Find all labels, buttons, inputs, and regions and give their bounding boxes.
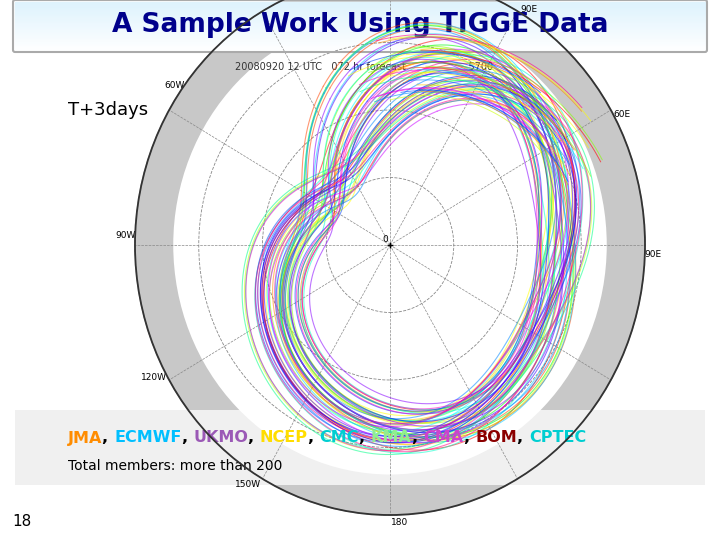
Bar: [15, 3, 705, 4]
Bar: [15, 10, 705, 11]
Text: ,: ,: [248, 430, 260, 445]
Text: 20080920 12 UTC   072 hr forecast                    5700: 20080920 12 UTC 072 hr forecast 5700: [235, 62, 493, 72]
Text: JMA: JMA: [68, 430, 102, 445]
Bar: [15, 35, 705, 36]
Text: 90W: 90W: [115, 231, 135, 240]
Bar: [15, 7, 705, 8]
Bar: [15, 33, 705, 35]
Text: 18: 18: [12, 515, 31, 530]
Bar: [15, 13, 705, 14]
Bar: [15, 45, 705, 46]
Bar: [15, 46, 705, 48]
Text: ,: ,: [308, 430, 320, 445]
Text: 60E: 60E: [613, 110, 631, 119]
Bar: [15, 16, 705, 18]
Text: ,: ,: [102, 430, 114, 445]
Bar: [15, 18, 705, 19]
Bar: [15, 43, 705, 44]
Text: T+3days: T+3days: [68, 101, 148, 119]
Bar: [15, 31, 705, 32]
Text: Total members: more than 200: Total members: more than 200: [68, 459, 282, 473]
Bar: [15, 8, 705, 9]
Text: KMA: KMA: [371, 430, 412, 445]
Bar: [15, 32, 705, 33]
Text: UKMO: UKMO: [193, 430, 248, 445]
Bar: [15, 22, 705, 24]
Bar: [15, 410, 705, 485]
Text: A Sample Work Using TIGGE Data: A Sample Work Using TIGGE Data: [112, 12, 608, 38]
Text: 90E: 90E: [644, 250, 662, 259]
Bar: [15, 4, 705, 5]
Text: ECMWF: ECMWF: [114, 430, 181, 445]
Bar: [15, 48, 705, 49]
Text: ,: ,: [517, 430, 528, 445]
Text: ,: ,: [181, 430, 193, 445]
Ellipse shape: [270, 117, 550, 414]
Bar: [15, 26, 705, 27]
Text: ,: ,: [359, 430, 371, 445]
Bar: [15, 20, 705, 21]
Text: CMC: CMC: [320, 430, 359, 445]
Bar: [15, 14, 705, 15]
Bar: [15, 19, 705, 20]
Text: ,: ,: [464, 430, 475, 445]
Ellipse shape: [135, 0, 645, 515]
Text: 60W: 60W: [164, 81, 185, 90]
Bar: [15, 5, 705, 7]
Text: 120W: 120W: [141, 373, 167, 382]
Text: 90E: 90E: [521, 5, 538, 14]
Bar: [15, 27, 705, 29]
Text: 150W: 150W: [235, 480, 261, 489]
Bar: [15, 25, 705, 26]
Bar: [15, 42, 705, 43]
Bar: [15, 9, 705, 10]
Bar: [15, 36, 705, 37]
Text: ,: ,: [412, 430, 423, 445]
Text: CPTEC: CPTEC: [528, 430, 586, 445]
Bar: [15, 2, 705, 3]
Bar: [15, 44, 705, 45]
Bar: [15, 49, 705, 50]
Text: NCEP: NCEP: [260, 430, 308, 445]
Bar: [15, 39, 705, 40]
Text: 180: 180: [390, 518, 408, 528]
Bar: [15, 40, 705, 42]
Bar: [15, 29, 705, 30]
Bar: [15, 21, 705, 22]
Text: BOM: BOM: [475, 430, 517, 445]
Text: CMA: CMA: [423, 430, 464, 445]
Bar: [15, 38, 705, 39]
Ellipse shape: [174, 16, 607, 475]
Bar: [15, 37, 705, 38]
Bar: [15, 30, 705, 31]
Bar: [15, 24, 705, 25]
Bar: [15, 11, 705, 13]
Text: 0: 0: [382, 235, 388, 244]
Bar: [15, 15, 705, 16]
